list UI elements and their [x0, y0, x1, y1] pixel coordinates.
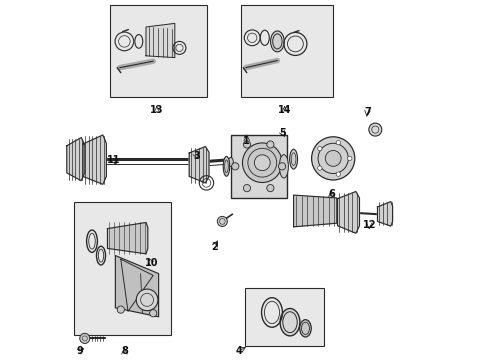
Bar	[110, 5, 207, 97]
Text: 10: 10	[145, 258, 158, 268]
Circle shape	[325, 150, 341, 166]
Ellipse shape	[270, 31, 284, 52]
Polygon shape	[338, 192, 360, 233]
Polygon shape	[294, 195, 337, 227]
Circle shape	[347, 156, 352, 161]
Circle shape	[117, 306, 124, 313]
Circle shape	[312, 137, 355, 180]
Text: 11: 11	[107, 155, 121, 165]
Ellipse shape	[228, 157, 233, 166]
Circle shape	[254, 155, 270, 171]
Circle shape	[244, 141, 250, 148]
Polygon shape	[67, 138, 85, 181]
Text: 12: 12	[363, 220, 376, 230]
Ellipse shape	[300, 320, 311, 337]
Circle shape	[336, 172, 341, 176]
Text: 6: 6	[328, 189, 335, 199]
Text: 2: 2	[211, 242, 218, 252]
Circle shape	[244, 185, 250, 192]
Circle shape	[243, 143, 282, 183]
Ellipse shape	[280, 309, 300, 336]
Circle shape	[278, 163, 286, 170]
Text: 4: 4	[236, 346, 242, 356]
Circle shape	[318, 147, 322, 151]
Circle shape	[267, 141, 274, 148]
Text: 9: 9	[77, 346, 83, 356]
Circle shape	[336, 140, 341, 145]
Circle shape	[149, 310, 157, 317]
Polygon shape	[83, 135, 106, 184]
Text: 5: 5	[279, 128, 286, 138]
Text: 14: 14	[278, 105, 292, 115]
Text: 13: 13	[150, 105, 164, 115]
Polygon shape	[377, 202, 392, 226]
Bar	[245, 288, 324, 346]
Polygon shape	[189, 147, 209, 183]
Polygon shape	[107, 222, 148, 254]
Text: 7: 7	[364, 107, 371, 117]
Circle shape	[267, 185, 274, 192]
Circle shape	[80, 333, 90, 343]
Ellipse shape	[290, 149, 297, 169]
Circle shape	[217, 216, 227, 226]
Ellipse shape	[223, 156, 230, 176]
Circle shape	[318, 166, 322, 170]
Text: 3: 3	[193, 150, 200, 161]
Bar	[242, 5, 333, 97]
Bar	[74, 202, 171, 335]
Circle shape	[136, 289, 158, 311]
Polygon shape	[116, 256, 159, 317]
Bar	[231, 135, 287, 198]
Polygon shape	[146, 23, 175, 58]
Circle shape	[232, 163, 239, 170]
Ellipse shape	[279, 155, 289, 178]
Text: 1: 1	[244, 136, 250, 146]
Text: 8: 8	[121, 346, 128, 356]
Circle shape	[369, 123, 382, 136]
